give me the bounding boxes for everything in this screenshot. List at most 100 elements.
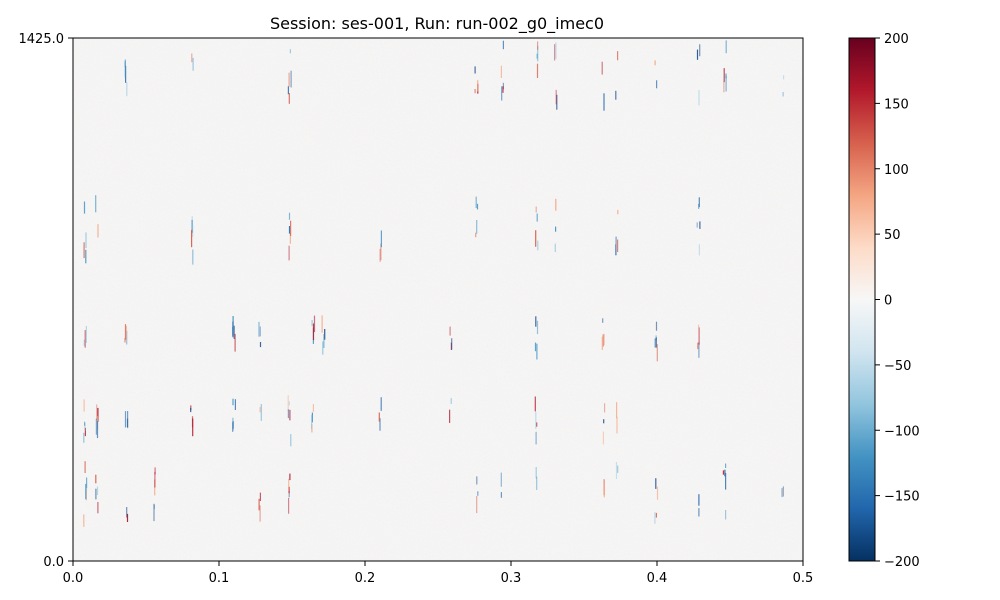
spike-mark [95,488,97,500]
spike-mark [290,70,292,88]
spike-mark [378,412,380,422]
x-tick: 0.4 [647,561,667,586]
spike-mark [84,461,86,473]
x-tick: 0.1 [209,561,229,586]
spike-mark [259,505,261,522]
spike-mark [699,221,701,229]
spike-mark [380,230,382,248]
spike-mark [312,404,314,412]
spike-mark [259,342,262,348]
spike-mark [290,434,292,447]
colorbar-tick: 100 [875,163,909,178]
spike-mark [725,510,727,520]
spike-mark [96,421,99,439]
spike-mark [83,432,85,443]
colorbar: −200 −150 −100 −50 0 50 100 150 200 [848,32,920,570]
spike-mark [232,422,234,432]
spike-mark [615,244,617,256]
spike-mark [654,60,656,66]
spike-mark [96,486,99,495]
spike-mark [126,507,128,518]
spike-mark [655,512,657,518]
spike-mark [502,82,504,90]
spike-mark [96,404,98,420]
spike-mark [124,59,126,78]
spike-mark [602,334,604,347]
spike-mark [602,431,604,445]
spike-mark [697,342,699,350]
spike-mark [192,57,194,71]
spike-mark [84,421,86,426]
spike-mark [725,40,727,54]
spike-events [83,40,785,527]
spike-mark [85,232,87,248]
spike-mark [323,334,325,348]
spike-mark [97,224,99,238]
spike-mark [654,338,656,348]
spike-mark [85,483,87,500]
spike-mark [655,478,657,489]
spike-mark [616,402,618,419]
spike-mark [126,82,128,97]
spike-mark [536,343,538,360]
colorbar-tick: 50 [875,228,901,243]
spike-mark [321,315,323,333]
plot-frame [72,37,804,562]
spike-mark [537,46,539,62]
spike-mark [616,416,618,434]
spike-mark [475,232,477,238]
colorbar-gradient [848,37,876,562]
spike-mark [500,65,502,78]
spike-mark [617,239,619,253]
spike-mark [781,488,783,498]
spike-mark [698,197,700,208]
spike-mark [288,72,290,87]
spike-mark [722,470,724,475]
spike-mark [476,220,478,234]
spike-mark [232,321,234,336]
spike-mark [698,342,700,358]
spike-mark [288,226,291,234]
spike-mark [234,333,236,352]
colorbar-tick: 0 [875,294,892,309]
spike-mark [311,412,313,423]
colorbar-tick-label: −100 [884,424,920,439]
colorbar-tick-label: 50 [884,228,901,243]
spike-mark [476,476,478,485]
spike-mark [474,66,476,74]
spike-mark [725,73,727,79]
y-tick-label: 1425.0 [19,32,65,47]
spike-mark [655,321,658,331]
spike-mark [555,198,557,211]
spike-mark [723,68,725,83]
spike-mark [450,398,452,404]
spike-mark [260,404,262,421]
colorbar-tick-label: −150 [884,490,920,505]
spike-mark [556,94,558,110]
spike-mark [86,477,88,489]
spike-mark [724,469,726,477]
colorbar-tick: −100 [875,424,920,439]
spike-mark [192,418,194,437]
spike-mark [288,212,291,220]
spike-mark [476,203,479,210]
spike-mark [601,336,603,350]
spike-mark [602,318,604,323]
spike-mark [313,315,316,333]
spike-mark [83,201,86,214]
chart-title: Session: ses-001, Run: run-002_g0_imec0 [270,14,604,34]
spike-mark [97,407,99,422]
x-tick-label: 0.0 [63,571,84,586]
spike-mark [290,220,292,236]
colorbar-tick-label: −50 [884,359,911,374]
spike-mark [85,249,87,264]
spike-mark [288,401,290,406]
x-tick: 0.2 [355,561,375,586]
spike-mark [536,63,539,78]
spike-mark [153,503,155,522]
spike-mark [782,92,784,97]
spike-mark [500,492,502,498]
spike-mark [232,398,234,406]
spike-mark [127,411,129,429]
